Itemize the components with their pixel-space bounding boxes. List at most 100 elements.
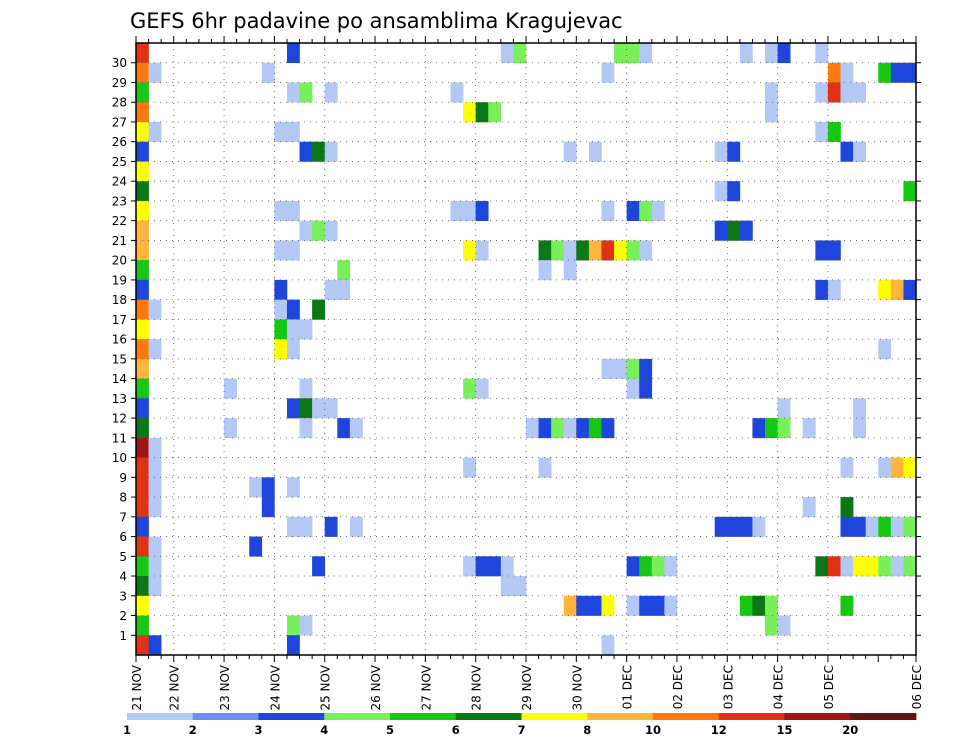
heatmap-cell — [148, 457, 162, 478]
colorbar-label: 20 — [842, 723, 858, 737]
heatmap-cell — [840, 457, 854, 478]
heatmap-cell — [274, 200, 288, 221]
heatmap-cell — [815, 43, 829, 64]
heatmap-cell — [777, 615, 791, 636]
x-axis-labels: 21 NOV 22 NOV 23 NOV 24 NOV 25 NOV 26 NOV 27 N… — [130, 664, 924, 710]
colorbar-segment — [521, 713, 588, 720]
heatmap-cell — [890, 516, 904, 537]
heatmap-cell — [563, 141, 577, 162]
x-tick-label: 05 DEC — [822, 665, 836, 709]
heatmap-cell — [136, 43, 149, 64]
heatmap-cell — [551, 418, 565, 439]
heatmap-cell — [639, 595, 653, 616]
y-tick-label: 28 — [112, 96, 127, 110]
colorbar-label: 8 — [583, 723, 591, 737]
heatmap-cell — [651, 200, 665, 221]
heatmap-cell — [299, 378, 313, 399]
colorbar: 1 2 3 4 5 6 7 8 10 12 15 20 — [123, 713, 917, 737]
heatmap-cell — [463, 378, 476, 399]
heatmap-cell — [727, 516, 741, 537]
heatmap-cell — [601, 240, 615, 261]
heatmap-cell — [513, 43, 527, 64]
heatmap-cell — [261, 497, 275, 518]
heatmap-cell — [274, 299, 288, 320]
heatmap-cell — [450, 82, 464, 103]
x-tick-label: 02 DEC — [671, 665, 685, 709]
y-tick-label: 22 — [112, 214, 127, 228]
heatmap-cell — [576, 418, 590, 439]
heatmap-cell — [827, 82, 841, 103]
heatmap-cell — [827, 62, 841, 83]
heatmap-cell — [136, 576, 149, 597]
colorbar-label: 10 — [645, 723, 661, 737]
heatmap-cell — [765, 615, 778, 636]
heatmap-cell — [714, 220, 728, 241]
heatmap-cell — [827, 556, 841, 577]
heatmap-cell — [136, 457, 149, 478]
heatmap-cell — [286, 319, 300, 340]
heatmap-cell — [136, 121, 149, 143]
heatmap-cell — [739, 516, 753, 537]
heatmap-cell — [840, 141, 854, 162]
heatmap-cell — [274, 240, 288, 261]
heatmap-cell — [815, 556, 829, 577]
heatmap-cell — [136, 516, 149, 537]
y-tick-label: 16 — [112, 333, 127, 347]
heatmap-cell — [148, 62, 162, 83]
y-tick-label: 5 — [119, 550, 127, 564]
heatmap-cell — [299, 516, 313, 537]
colorbar-segment — [587, 713, 654, 720]
y-tick-label: 15 — [112, 352, 127, 366]
heatmap-cell — [324, 398, 338, 419]
y-tick-label: 29 — [112, 76, 127, 90]
x-tick-label: 29 NOV — [520, 664, 534, 710]
heatmap-cell — [136, 161, 149, 182]
colorbar-segment — [390, 713, 457, 720]
heatmap-cell — [563, 240, 577, 261]
heatmap-cell — [148, 536, 162, 557]
heatmap-cell — [136, 240, 149, 261]
heatmap-cell — [274, 121, 288, 143]
heatmap-cell — [765, 82, 778, 103]
heatmap-cell — [727, 220, 741, 241]
heatmap-cell — [639, 358, 653, 379]
heatmap-cell — [463, 102, 476, 123]
y-tick-label: 2 — [119, 609, 127, 623]
heatmap-cell — [337, 418, 351, 439]
colorbar-label: 4 — [320, 723, 328, 737]
heatmap-cell — [827, 240, 841, 261]
heatmap-cell — [538, 418, 552, 439]
heatmap-cell — [639, 200, 653, 221]
heatmap-cell — [752, 595, 766, 616]
heatmap-cell — [286, 240, 300, 261]
y-tick-label: 14 — [112, 372, 127, 386]
x-tick-label: 25 NOV — [319, 664, 333, 710]
heatmap-cell — [148, 437, 162, 458]
heatmap-cell — [286, 635, 300, 656]
colorbar-segment — [653, 713, 720, 720]
y-tick-label: 21 — [112, 234, 127, 248]
heatmap-cell — [136, 378, 149, 399]
heatmap-cell — [903, 279, 917, 300]
heatmap-cell — [626, 240, 640, 261]
heatmap-cell — [853, 516, 866, 537]
heatmap-cell — [777, 43, 791, 64]
y-tick-label: 24 — [112, 175, 127, 189]
y-tick-label: 11 — [112, 431, 127, 445]
heatmap-cell — [136, 437, 149, 458]
heatmap-cell — [739, 220, 753, 241]
heatmap-cell — [639, 556, 653, 577]
heatmap-cell — [475, 102, 489, 123]
heatmap-cell — [890, 556, 904, 577]
heatmap-cell — [714, 181, 728, 202]
heatmap-cell — [538, 260, 552, 281]
heatmap-cell — [324, 516, 338, 537]
y-tick-label: 8 — [119, 491, 127, 505]
colorbar-label: 2 — [189, 723, 197, 737]
heatmap-cell — [890, 62, 904, 83]
heatmap-cell — [249, 477, 263, 498]
x-tick-label: 24 NOV — [268, 664, 282, 710]
heatmap-cell — [148, 121, 162, 143]
heatmap-cell — [324, 220, 338, 241]
